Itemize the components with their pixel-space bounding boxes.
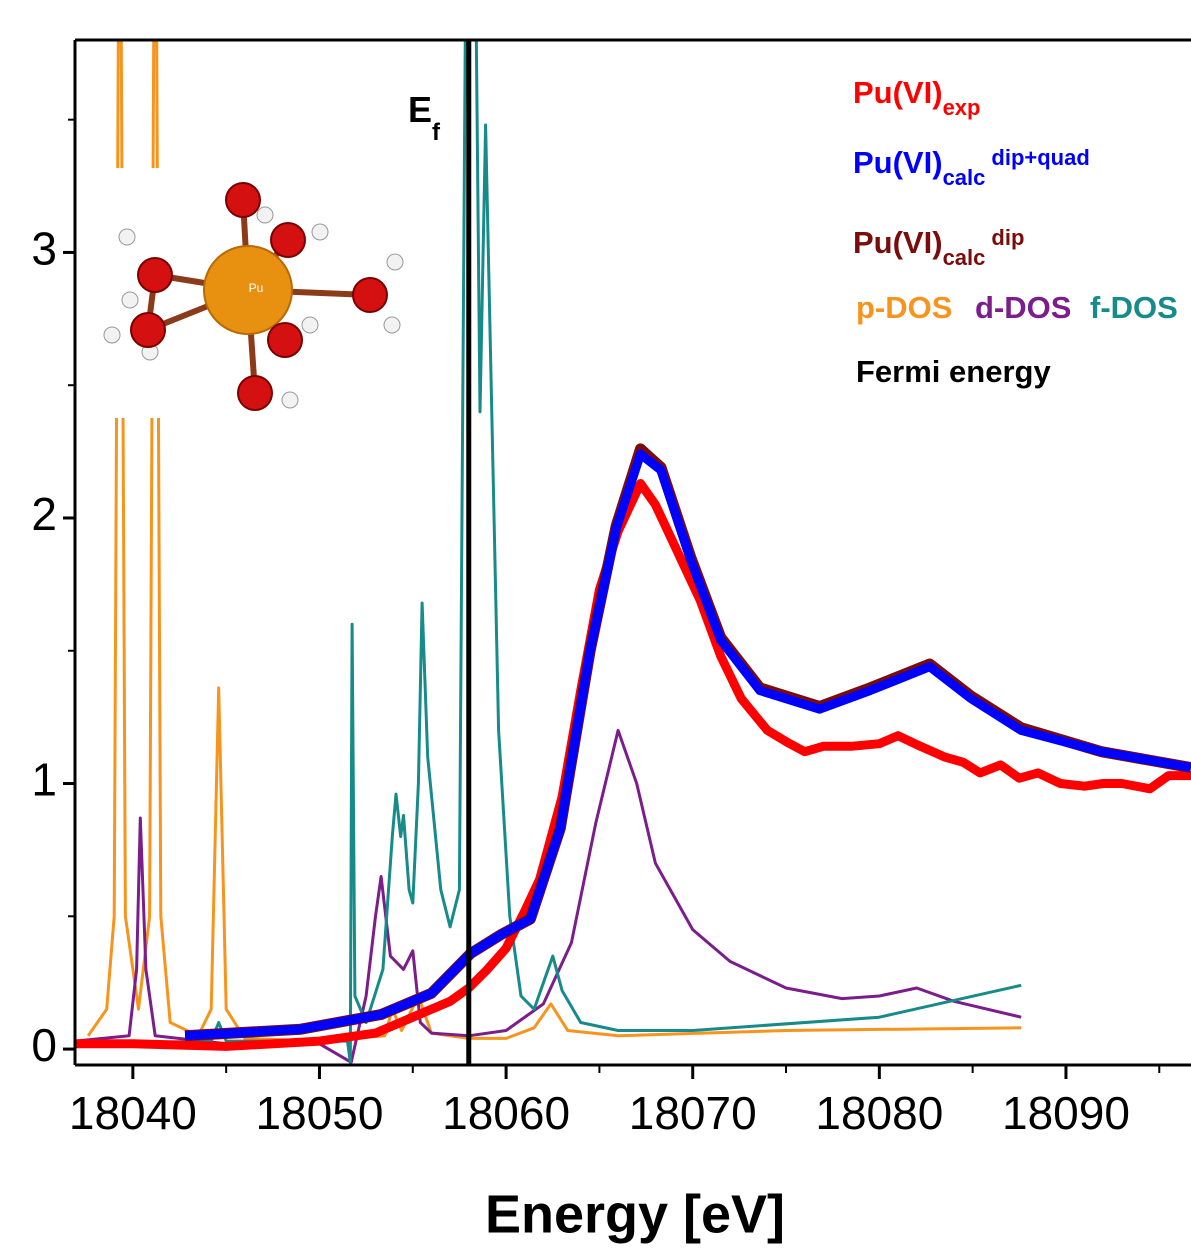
y-tick-label: 1 (31, 754, 57, 806)
y-tick-label: 2 (31, 488, 57, 540)
x-tick-label: 18070 (629, 1087, 757, 1139)
x-tick-label: 18040 (69, 1087, 197, 1139)
series-line (185, 449, 1191, 1036)
series-line (75, 484, 1191, 1047)
y-tick-label: 0 (31, 1019, 57, 1071)
legend-entry: d-DOS (975, 290, 1071, 325)
x-tick-label: 18090 (1002, 1087, 1130, 1139)
y-tick-label: 3 (31, 223, 57, 275)
legend-name: p-DOS (856, 290, 952, 325)
series-line (185, 454, 1191, 1036)
legend-subscript: exp (943, 95, 981, 120)
legend-name: Pu(VI) (853, 145, 943, 180)
inset-label: Pu (249, 281, 264, 295)
molecule-inset: Pu (95, 168, 403, 418)
legend-entry: Pu(VI)calcdip (853, 225, 1024, 270)
fermi-annotation-sub: f (432, 119, 441, 146)
chart: Pu Energy [eV] 18040 18050 18060 18070 18080… (0, 0, 1191, 1252)
fermi-annotation-main: E (408, 89, 432, 130)
legend-entry: Pu(VI)exp (853, 75, 980, 120)
legend-superscript: dip+quad (991, 145, 1089, 170)
legend-subscript: calc (943, 165, 986, 190)
legend-entry: f-DOS (1090, 290, 1178, 325)
legend-name: Pu(VI) (853, 225, 943, 260)
legend-entry: Fermi energy (856, 354, 1051, 389)
legend-name: d-DOS (975, 290, 1071, 325)
legend-name: Pu(VI) (853, 75, 943, 110)
legend-subscript: calc (943, 245, 986, 270)
x-tick-label: 18080 (815, 1087, 943, 1139)
x-axis-label: Energy [eV] (485, 1184, 785, 1244)
legend-entry: p-DOS (856, 290, 952, 325)
x-tick-label: 18050 (256, 1087, 384, 1139)
fermi-annotation: Ef (408, 89, 441, 146)
legend-entry: Pu(VI)calcdip+quad (853, 145, 1090, 190)
legend-name: f-DOS (1090, 290, 1178, 325)
legend-superscript: dip (991, 225, 1024, 250)
x-tick-label: 18060 (442, 1087, 570, 1139)
